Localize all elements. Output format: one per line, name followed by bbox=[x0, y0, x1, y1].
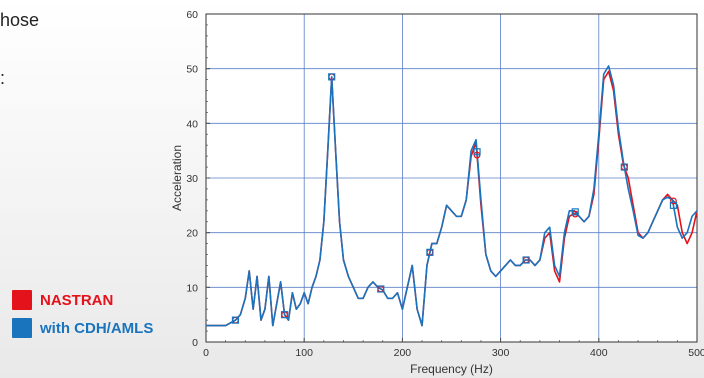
marker-cdh-amls bbox=[231, 316, 240, 324]
legend: NASTRAN with CDH/AMLS bbox=[12, 287, 153, 343]
x-tick-label: 500 bbox=[688, 347, 704, 359]
x-tick-label: 100 bbox=[295, 347, 313, 359]
legend-label-nastran: NASTRAN bbox=[40, 291, 114, 309]
legend-item-nastran: NASTRAN bbox=[12, 287, 153, 313]
text-fragment: hose bbox=[0, 10, 40, 30]
marker-cdh-amls bbox=[522, 256, 530, 264]
y-tick-label: 10 bbox=[186, 282, 198, 294]
marker-cdh-amls bbox=[280, 311, 289, 319]
marker-cdh-amls bbox=[669, 201, 678, 209]
marker-cdh-amls bbox=[377, 285, 385, 293]
legend-item-cdh-amls: with CDH/AMLS bbox=[12, 315, 153, 341]
marker-cdh-amls bbox=[473, 148, 481, 156]
x-tick-label: 300 bbox=[492, 347, 510, 359]
x-axis-title: Frequency (Hz) bbox=[410, 362, 493, 376]
legend-swatch-cdh-amls bbox=[12, 318, 32, 338]
legend-swatch-nastran bbox=[12, 290, 32, 310]
text-fragment: : bbox=[0, 68, 6, 88]
y-tick-label: 60 bbox=[186, 9, 198, 21]
marker-cdh-amls bbox=[328, 73, 336, 81]
y-tick-label: 30 bbox=[186, 173, 198, 185]
x-tick-label: 400 bbox=[590, 347, 608, 359]
series-line-with-cdh-amls bbox=[206, 65, 698, 327]
legend-label-cdh-amls: with CDH/AMLS bbox=[40, 319, 154, 337]
marker-cdh-amls bbox=[426, 248, 434, 256]
y-tick-label: 20 bbox=[186, 228, 198, 240]
marker-nastran bbox=[670, 197, 677, 205]
marker-cdh-amls bbox=[620, 163, 628, 171]
y-tick-label: 50 bbox=[186, 64, 198, 76]
x-tick-label: 0 bbox=[203, 347, 209, 359]
y-axis-title: Acceleration bbox=[170, 145, 184, 211]
plot-frame bbox=[205, 13, 698, 343]
y-tick-label: 0 bbox=[192, 337, 198, 349]
y-tick-label: 40 bbox=[186, 118, 198, 130]
marker-cdh-amls bbox=[571, 208, 579, 216]
x-tick-label: 200 bbox=[394, 347, 412, 359]
